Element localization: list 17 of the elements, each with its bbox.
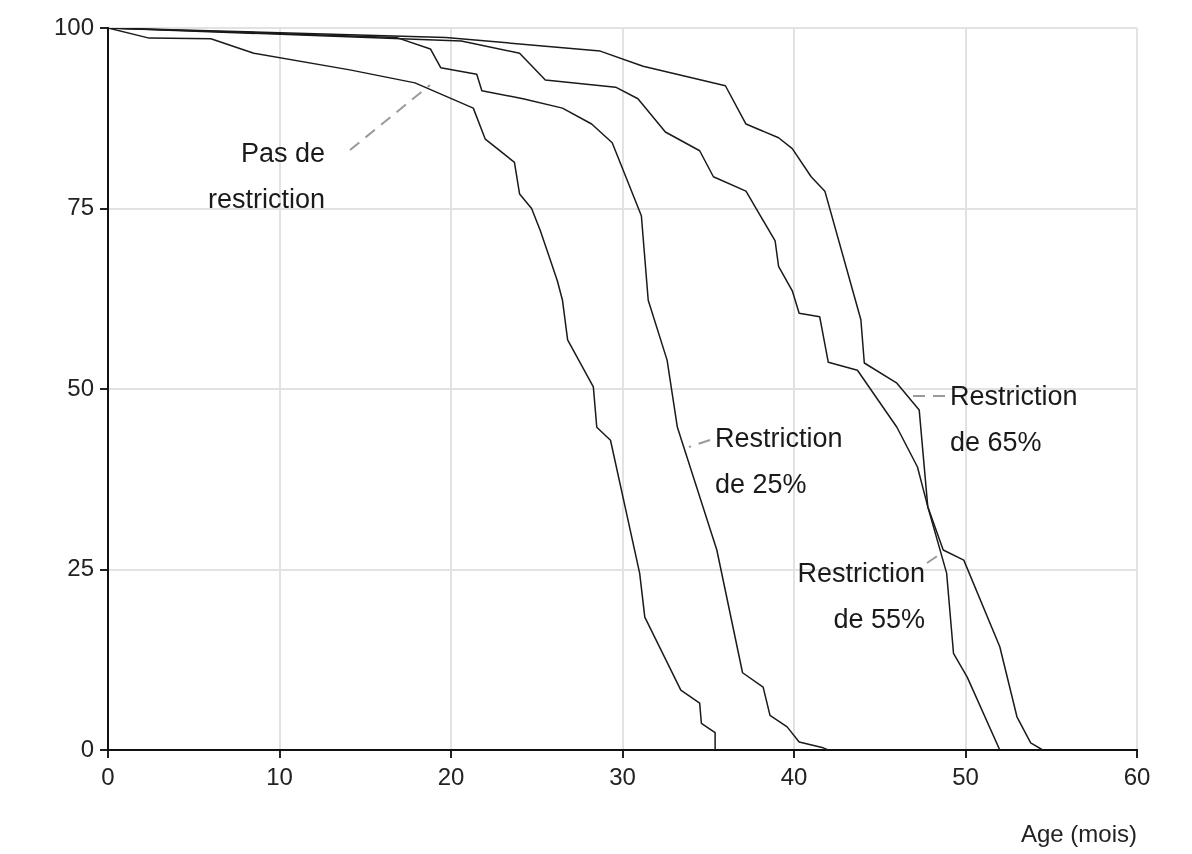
series-label: Restriction de 55% [797,558,925,635]
x-tick-label: 20 [437,763,465,791]
x-tick-label: 0 [101,763,115,791]
series-label: Restriction de 25% [715,423,843,500]
series-label: Restriction de 65% [950,381,1078,458]
x-axis-title: Age (mois) [1020,820,1137,848]
x-tick-label: 10 [266,763,293,791]
y-tick-label: 50 [67,373,94,401]
y-tick-label: 100 [53,12,94,40]
x-tick-label: 50 [952,763,979,791]
y-tick-label: 25 [67,554,94,582]
x-tick-label: 60 [1123,763,1151,791]
x-tick-label: 30 [609,763,636,791]
x-tick-label: 40 [780,763,808,791]
y-tick-label: 75 [67,193,94,221]
text: Pas de restriction [207,138,325,215]
y-tick-label: 0 [80,734,94,762]
